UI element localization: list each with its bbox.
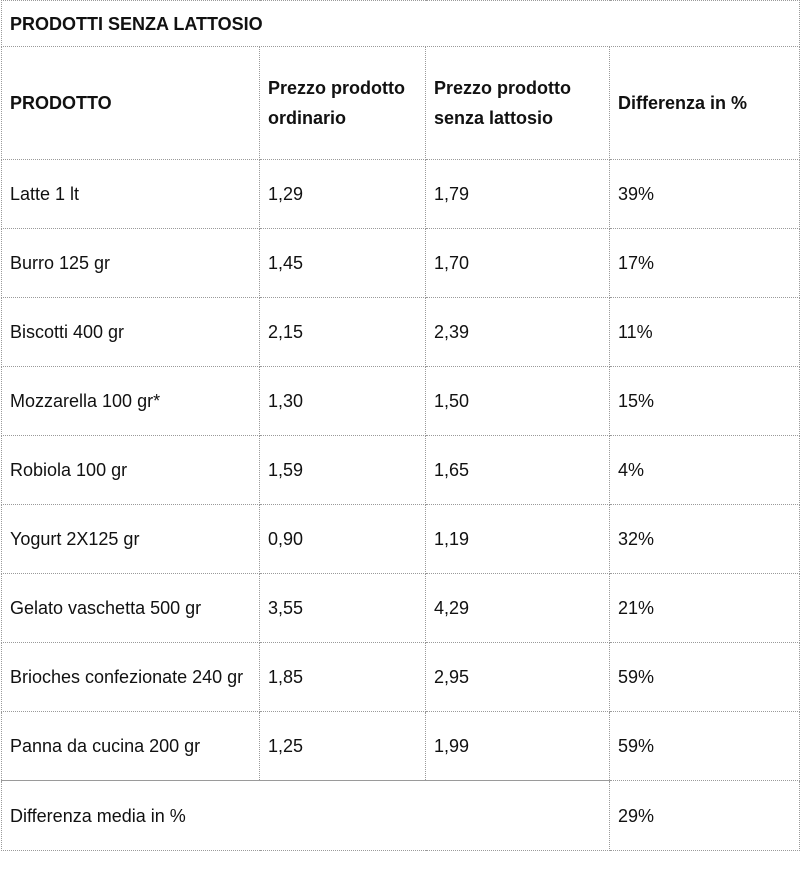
lactose-free-price-table: PRODOTTI SENZA LATTOSIO PRODOTTO Prezzo … <box>0 0 800 851</box>
cell-difference: 4% <box>608 435 800 505</box>
cell-lactose-free-price: 1,19 <box>425 504 610 574</box>
cell-lactose-free-price: 4,29 <box>425 573 610 643</box>
cell-difference: 15% <box>608 366 800 436</box>
cell-ordinary-price: 2,15 <box>259 297 426 367</box>
cell-product: Yogurt 2X125 gr <box>1 504 260 574</box>
table-row: Gelato vaschetta 500 gr 3,55 4,29 21% <box>1 573 800 643</box>
average-difference-value: 29% <box>608 780 800 851</box>
table-row: Brioches confezionate 240 gr 1,85 2,95 59% <box>1 642 800 712</box>
table-row: Latte 1 lt 1,29 1,79 39% <box>1 159 800 229</box>
cell-ordinary-price: 1,59 <box>259 435 426 505</box>
cell-lactose-free-price: 1,79 <box>425 159 610 229</box>
cell-difference: 59% <box>608 642 800 712</box>
cell-ordinary-price: 1,25 <box>259 711 426 781</box>
header-ordinary-price: Prezzo prodotto ordinario <box>259 46 426 160</box>
table-row: Robiola 100 gr 1,59 1,65 4% <box>1 435 800 505</box>
table-title-row: PRODOTTI SENZA LATTOSIO <box>0 0 800 47</box>
cell-product: Burro 125 gr <box>1 228 260 298</box>
table-body: Latte 1 lt 1,29 1,79 39% Burro 125 gr 1,45 1,7… <box>1 159 800 781</box>
cell-lactose-free-price: 1,65 <box>425 435 610 505</box>
cell-ordinary-price: 1,29 <box>259 159 426 229</box>
average-difference-label: Differenza media in % <box>1 780 610 851</box>
cell-difference: 17% <box>608 228 800 298</box>
table-row: Yogurt 2X125 gr 0,90 1,19 32% <box>1 504 800 574</box>
cell-ordinary-price: 1,85 <box>259 642 426 712</box>
table-title: PRODOTTI SENZA LATTOSIO <box>0 0 800 47</box>
cell-lactose-free-price: 1,50 <box>425 366 610 436</box>
table-row: Panna da cucina 200 gr 1,25 1,99 59% <box>1 711 800 781</box>
table-header-row: PRODOTTO Prezzo prodotto ordinario Prezz… <box>1 46 800 160</box>
cell-difference: 11% <box>608 297 800 367</box>
cell-lactose-free-price: 2,95 <box>425 642 610 712</box>
cell-product: Mozzarella 100 gr* <box>1 366 260 436</box>
cell-lactose-free-price: 2,39 <box>425 297 610 367</box>
cell-product: Gelato vaschetta 500 gr <box>1 573 260 643</box>
cell-product: Biscotti 400 gr <box>1 297 260 367</box>
table-footer-row: Differenza media in % 29% <box>1 780 800 851</box>
cell-product: Latte 1 lt <box>1 159 260 229</box>
cell-product: Panna da cucina 200 gr <box>1 711 260 781</box>
cell-ordinary-price: 3,55 <box>259 573 426 643</box>
cell-ordinary-price: 1,45 <box>259 228 426 298</box>
table-row: Biscotti 400 gr 2,15 2,39 11% <box>1 297 800 367</box>
cell-difference: 59% <box>608 711 800 781</box>
cell-product: Robiola 100 gr <box>1 435 260 505</box>
cell-product: Brioches confezionate 240 gr <box>1 642 260 712</box>
header-lactose-free-price: Prezzo prodotto senza lattosio <box>425 46 610 160</box>
table-row: Mozzarella 100 gr* 1,30 1,50 15% <box>1 366 800 436</box>
cell-difference: 21% <box>608 573 800 643</box>
cell-difference: 39% <box>608 159 800 229</box>
cell-difference: 32% <box>608 504 800 574</box>
header-product: PRODOTTO <box>1 46 260 160</box>
cell-lactose-free-price: 1,70 <box>425 228 610 298</box>
cell-ordinary-price: 1,30 <box>259 366 426 436</box>
table-row: Burro 125 gr 1,45 1,70 17% <box>1 228 800 298</box>
header-difference: Differenza in % <box>608 46 800 160</box>
cell-ordinary-price: 0,90 <box>259 504 426 574</box>
cell-lactose-free-price: 1,99 <box>425 711 610 781</box>
